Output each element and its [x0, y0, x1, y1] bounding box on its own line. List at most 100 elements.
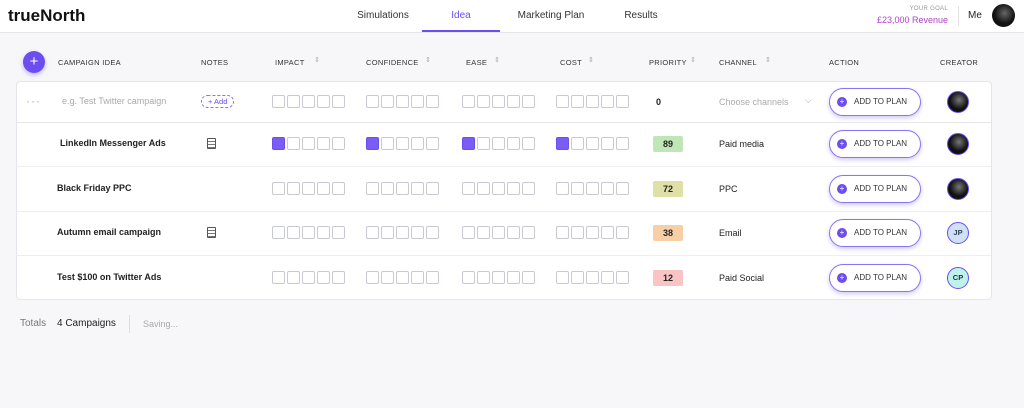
score-box[interactable] [396, 137, 409, 150]
score-box[interactable] [272, 181, 285, 195]
score-box[interactable] [381, 95, 394, 108]
score-box[interactable] [287, 226, 300, 239]
user-avatar[interactable] [992, 4, 1015, 27]
score-box[interactable] [571, 270, 584, 284]
score-box[interactable] [302, 181, 315, 195]
score-box[interactable] [586, 181, 599, 195]
score-box[interactable] [492, 181, 505, 195]
score-box[interactable] [492, 95, 505, 108]
score-box[interactable] [381, 181, 394, 195]
score-box[interactable] [332, 95, 345, 108]
score-box[interactable] [522, 270, 535, 284]
score-box[interactable] [302, 95, 315, 108]
note-icon[interactable] [207, 138, 216, 149]
score-box[interactable] [366, 137, 379, 150]
nav-tab[interactable]: Idea [451, 10, 471, 21]
score-box[interactable] [522, 226, 535, 239]
score-box[interactable] [477, 95, 490, 108]
score-box[interactable] [556, 226, 569, 239]
nav-tab[interactable]: Marketing Plan [517, 10, 585, 21]
score-box[interactable] [616, 137, 629, 150]
score-box[interactable] [586, 226, 599, 239]
add-note-button[interactable]: + Add [201, 95, 235, 108]
score-box[interactable] [556, 270, 569, 284]
score-box[interactable] [426, 226, 439, 239]
score-box[interactable] [601, 226, 614, 239]
score-box[interactable] [462, 137, 475, 150]
score-box[interactable] [522, 181, 535, 195]
score-box[interactable] [492, 226, 505, 239]
score-box[interactable] [396, 270, 409, 284]
score-box[interactable] [411, 181, 424, 195]
score-box[interactable] [411, 226, 424, 239]
score-box[interactable] [586, 137, 599, 150]
campaign-input-placeholder[interactable]: e.g. Test Twitter campaign [62, 96, 167, 106]
score-box[interactable] [507, 270, 520, 284]
score-box[interactable] [477, 270, 490, 284]
score-box[interactable] [492, 137, 505, 150]
score-box[interactable] [317, 95, 330, 108]
add-to-plan-button[interactable]: + ADD TO PLAN [829, 219, 921, 247]
add-to-plan-button[interactable]: + ADD TO PLAN [829, 88, 921, 116]
score-box[interactable] [522, 137, 535, 150]
score-box[interactable] [272, 226, 285, 239]
score-box[interactable] [411, 137, 424, 150]
add-button[interactable]: + [23, 51, 45, 73]
score-box[interactable] [396, 181, 409, 195]
score-box[interactable] [287, 270, 300, 284]
score-box[interactable] [272, 95, 285, 108]
score-box[interactable] [556, 95, 569, 108]
score-box[interactable] [556, 181, 569, 195]
score-box[interactable] [462, 181, 475, 195]
score-box[interactable] [586, 95, 599, 108]
score-box[interactable] [571, 226, 584, 239]
add-to-plan-button[interactable]: + ADD TO PLAN [829, 130, 921, 158]
score-box[interactable] [507, 137, 520, 150]
score-box[interactable] [396, 226, 409, 239]
score-box[interactable] [601, 181, 614, 195]
score-box[interactable] [426, 270, 439, 284]
score-box[interactable] [571, 181, 584, 195]
note-icon[interactable] [207, 227, 216, 238]
score-box[interactable] [411, 95, 424, 108]
score-box[interactable] [317, 270, 330, 284]
score-box[interactable] [366, 226, 379, 239]
score-box[interactable] [332, 181, 345, 195]
score-box[interactable] [317, 181, 330, 195]
score-box[interactable] [302, 226, 315, 239]
score-box[interactable] [426, 95, 439, 108]
score-box[interactable] [366, 181, 379, 195]
score-box[interactable] [571, 137, 584, 150]
score-box[interactable] [462, 95, 475, 108]
score-box[interactable] [426, 137, 439, 150]
score-box[interactable] [571, 95, 584, 108]
score-box[interactable] [317, 226, 330, 239]
nav-tab[interactable]: Results [624, 10, 658, 21]
channel-placeholder[interactable]: Choose channels [719, 97, 789, 107]
score-box[interactable] [616, 95, 629, 108]
score-box[interactable] [287, 137, 300, 150]
score-box[interactable] [556, 137, 569, 150]
score-box[interactable] [272, 270, 285, 284]
nav-tab[interactable]: Simulations [357, 10, 409, 21]
score-box[interactable] [586, 270, 599, 284]
score-box[interactable] [616, 270, 629, 284]
score-box[interactable] [462, 270, 475, 284]
add-to-plan-button[interactable]: + ADD TO PLAN [829, 263, 921, 292]
score-box[interactable] [477, 181, 490, 195]
score-box[interactable] [492, 270, 505, 284]
score-box[interactable] [477, 226, 490, 239]
score-box[interactable] [507, 226, 520, 239]
score-box[interactable] [302, 137, 315, 150]
score-box[interactable] [616, 181, 629, 195]
score-box[interactable] [601, 270, 614, 284]
score-box[interactable] [411, 270, 424, 284]
score-box[interactable] [381, 270, 394, 284]
score-box[interactable] [426, 181, 439, 195]
score-box[interactable] [332, 226, 345, 239]
score-box[interactable] [507, 95, 520, 108]
score-box[interactable] [302, 270, 315, 284]
score-box[interactable] [287, 181, 300, 195]
score-box[interactable] [366, 95, 379, 108]
score-box[interactable] [317, 137, 330, 150]
